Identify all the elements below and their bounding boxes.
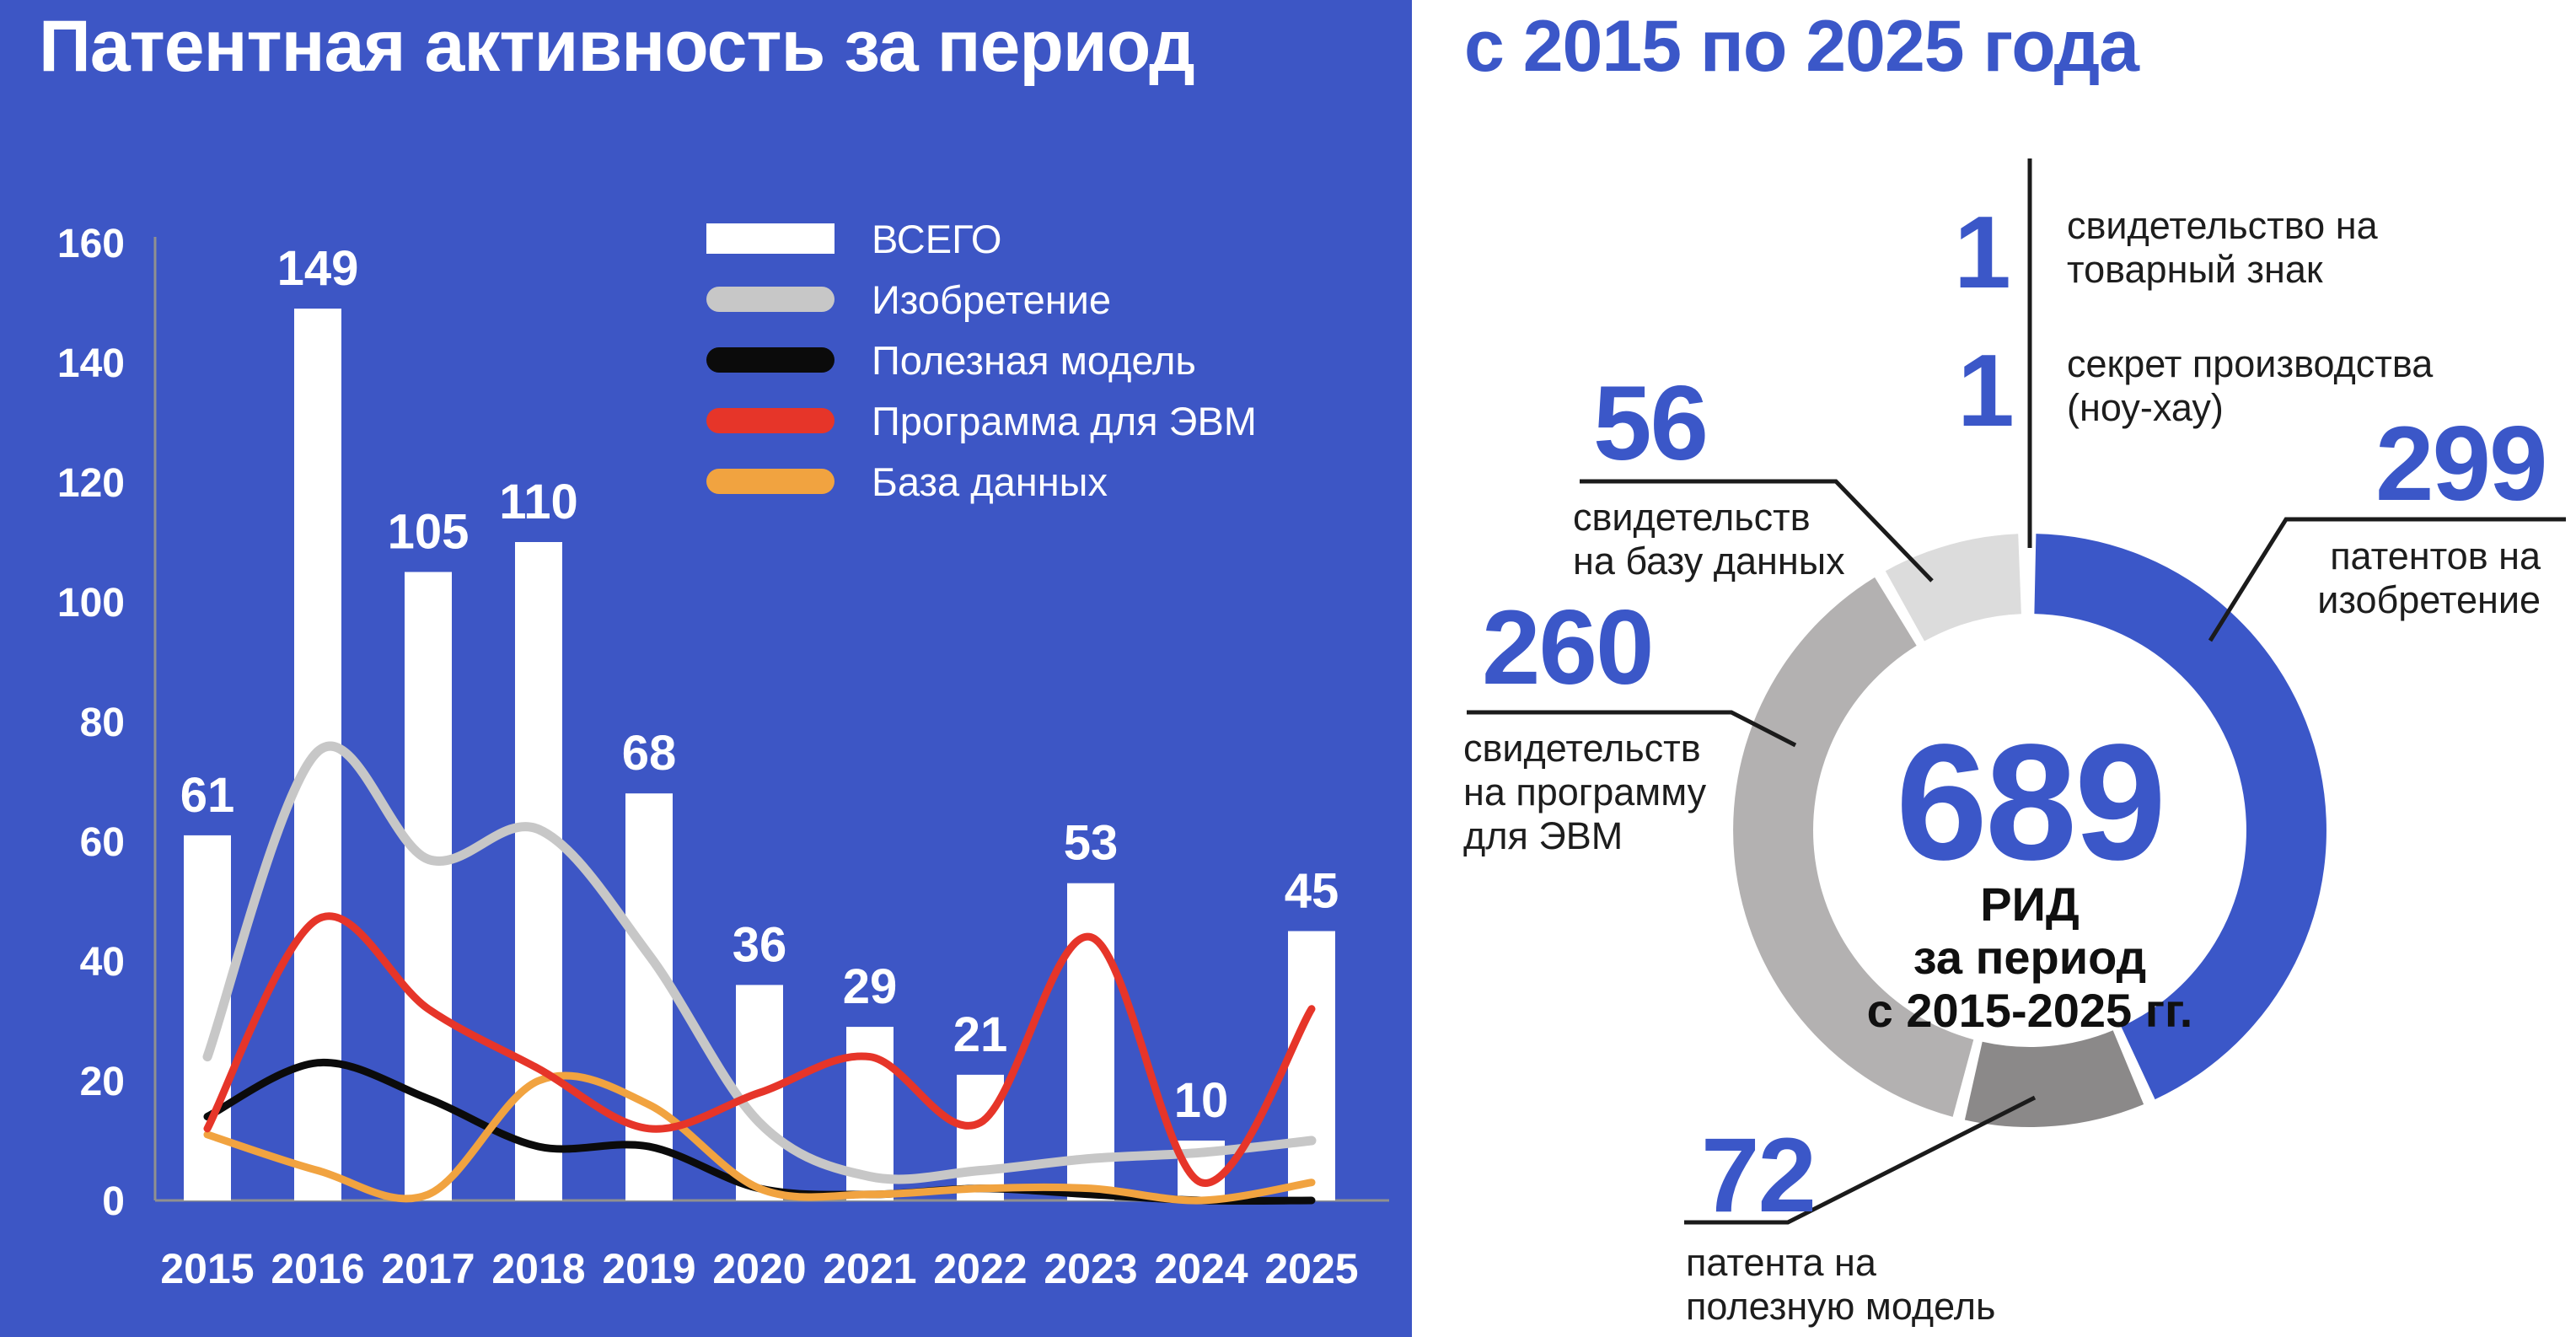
- x-axis-year-label-2023: 2023: [1044, 1245, 1137, 1292]
- label-knowhow-line1: секрет производства: [2067, 342, 2434, 385]
- donut-slice-utility-model: [1964, 1030, 2144, 1128]
- legend-label-programma-evm: Программа для ЭВМ: [872, 398, 1257, 443]
- x-axis-year-label-2016: 2016: [271, 1245, 364, 1292]
- label-software-line2: на программу: [1463, 771, 1707, 814]
- value-trademark: 1: [1954, 195, 2011, 309]
- donut-slice-invention: [2034, 534, 2326, 1100]
- label-invention: патентов на изобретение: [2225, 534, 2541, 622]
- y-axis-tick-label: 40: [80, 940, 125, 985]
- y-axis-tick-label: 100: [57, 581, 125, 626]
- legend-swatch-poleznaya-model: [706, 347, 835, 373]
- value-software: 260: [1482, 589, 1655, 706]
- bar-value-label-2016: 149: [277, 241, 359, 296]
- bar-value-label-2023: 53: [1064, 816, 1119, 871]
- donut-center-line-2: за период: [1913, 931, 2147, 985]
- legend-item-izobretenie: Изобретение: [706, 277, 1257, 322]
- legend-swatch-izobretenie: [706, 287, 835, 312]
- total-bar-2025: [1288, 931, 1335, 1200]
- series-line-baza-dannyh: [203, 1071, 1316, 1205]
- x-axis-year-label-2020: 2020: [712, 1245, 806, 1292]
- x-axis-year-label-2024: 2024: [1154, 1245, 1248, 1292]
- x-axis-year-label-2025: 2025: [1264, 1245, 1358, 1292]
- bar-value-label-2020: 36: [733, 917, 787, 972]
- legend-swatch-total: [706, 223, 835, 254]
- legend-item-poleznaya-model: Полезная модель: [706, 338, 1257, 383]
- label-invention-line2: изобретение: [2317, 578, 2541, 622]
- series-line-izobretenie: [202, 741, 1317, 1184]
- legend-swatch-programma-evm: [706, 408, 835, 433]
- y-axis-tick-label: 120: [57, 461, 125, 506]
- x-axis-year-label-2018: 2018: [491, 1245, 585, 1292]
- label-utility-model: патента на полезную модель: [1686, 1241, 1995, 1329]
- series-line-programma-evm: [203, 912, 1316, 1187]
- label-software-line1: свидетельств: [1463, 727, 1701, 770]
- total-bar-2022: [957, 1074, 1004, 1200]
- y-axis-tick-label: 0: [102, 1179, 125, 1224]
- label-knowhow: секрет производства (ноу-хау): [2067, 342, 2433, 430]
- bar-value-label-2022: 21: [953, 1007, 1008, 1062]
- legend-label-poleznaya-model: Полезная модель: [872, 337, 1196, 383]
- donut-center-line-1: РИД: [1980, 878, 2080, 932]
- label-database-line2: на базу данных: [1573, 540, 1845, 583]
- patent-activity-combo-chart: 0 20 40 60 80 100 120 140 160 61 2015 149 2016 105 201…: [57, 222, 1389, 1292]
- total-bar-2019: [625, 793, 673, 1200]
- bar-value-label-2018: 110: [499, 475, 578, 529]
- value-invention: 299: [2375, 405, 2548, 523]
- y-axis-tick-label: 80: [80, 701, 125, 745]
- label-knowhow-line2: (ноу-хау): [2067, 386, 2224, 430]
- donut-slice-database: [1885, 534, 2021, 642]
- label-trademark: свидетельство на товарный знак: [2067, 204, 2378, 292]
- bar-value-label-2025: 45: [1285, 864, 1339, 919]
- bar-value-label-2015: 61: [180, 768, 235, 823]
- label-trademark-line2: товарный знак: [2067, 248, 2323, 292]
- chart-legend: ВСЕГО Изобретение Полезная модель Програ…: [706, 217, 1257, 504]
- legend-label-baza-dannyh: База данных: [872, 459, 1108, 504]
- label-utility-model-line1: патента на: [1686, 1241, 1876, 1284]
- x-axis-year-label-2015: 2015: [160, 1245, 254, 1292]
- bar-value-label-2019: 68: [622, 726, 677, 781]
- y-axis-tick-label: 20: [80, 1060, 125, 1104]
- y-axis-tick-label: 160: [57, 222, 125, 266]
- x-axis-year-label-2022: 2022: [933, 1245, 1027, 1292]
- label-invention-line1: патентов на: [2330, 534, 2541, 577]
- total-bar-2018: [515, 542, 562, 1200]
- y-axis-tick-label: 60: [80, 820, 125, 865]
- value-knowhow: 1: [1957, 333, 2015, 448]
- legend-item-programma-evm: Программа для ЭВМ: [706, 399, 1257, 443]
- bar-value-label-2021: 29: [843, 959, 898, 1014]
- donut-center-line-3: с 2015-2025 гг.: [1866, 983, 2193, 1037]
- label-trademark-line1: свидетельство на: [2067, 204, 2378, 247]
- label-database: свидетельств на базу данных: [1573, 496, 1845, 583]
- legend-label-izobretenie: Изобретение: [872, 277, 1112, 322]
- bar-value-label-2017: 105: [388, 505, 470, 560]
- y-axis-tick-label: 140: [57, 341, 125, 386]
- legend-swatch-baza-dannyh: [706, 469, 835, 494]
- bar-value-label-2024: 10: [1174, 1073, 1229, 1128]
- x-axis-year-label-2017: 2017: [381, 1245, 475, 1292]
- label-utility-model-line2: полезную модель: [1686, 1285, 1996, 1329]
- value-utility-model: 72: [1701, 1117, 1817, 1234]
- x-axis-year-label-2019: 2019: [602, 1245, 695, 1292]
- legend-label-total: ВСЕГО: [872, 216, 1002, 261]
- label-software: свидетельств на программу для ЭВМ: [1463, 727, 1706, 859]
- page-title-white-part: Патентная активность за период: [39, 6, 1195, 87]
- label-software-line3: для ЭВМ: [1463, 814, 1623, 858]
- donut-center-text: 689 РИД за период с 2015-2025 гг.: [1819, 710, 2241, 1037]
- page-title-blue-part: с 2015 по 2025 года: [1464, 6, 2139, 87]
- donut-total-value: 689: [1895, 710, 2166, 894]
- value-database: 56: [1593, 365, 1709, 482]
- legend-item-baza-dannyh: База данных: [706, 459, 1257, 504]
- x-axis-year-label-2021: 2021: [823, 1245, 916, 1292]
- legend-item-total: ВСЕГО: [706, 217, 1257, 261]
- label-database-line1: свидетельств: [1573, 496, 1811, 539]
